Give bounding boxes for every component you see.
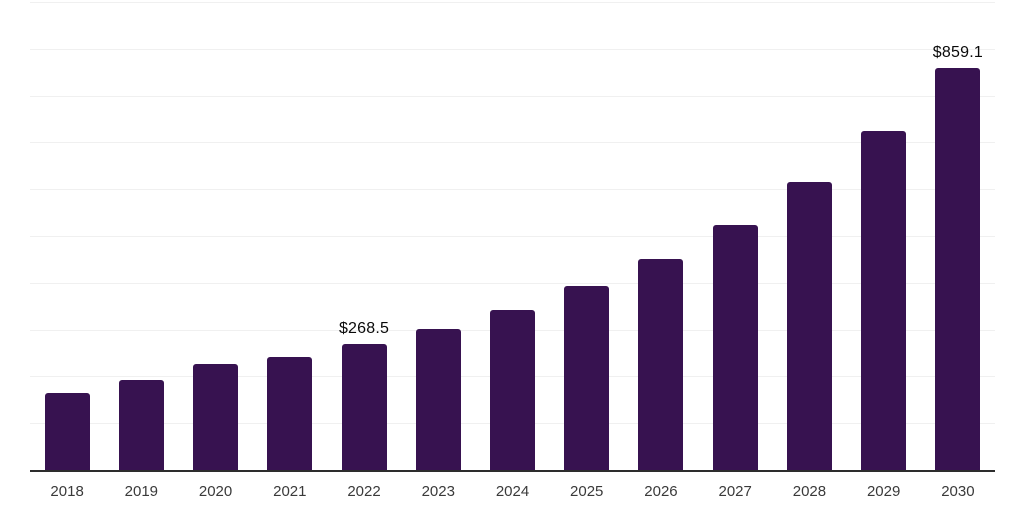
x-tick-label-2024: 2024 [495,483,530,500]
x-tick-label-2029: 2029 [866,483,901,500]
bar-2027 [712,224,758,470]
gridline [30,95,995,97]
value-label-2030: $859.1 [932,43,983,61]
bar-2022 [341,344,387,470]
bar-2021 [267,357,313,470]
gridline [30,142,995,144]
bar-2030 [935,67,981,470]
x-tick-label-2028: 2028 [792,483,827,500]
bar-2023 [415,329,461,470]
x-tick-label-2022: 2022 [347,483,381,500]
x-tick-label-2020: 2020 [198,483,233,500]
bar-2019 [118,380,164,470]
x-tick-label-2021: 2021 [273,483,307,500]
gridline [30,189,995,191]
x-tick-label-2019: 2019 [124,483,159,500]
bar-2020 [193,363,239,470]
gridline [30,2,995,3]
x-tick-label-2018: 2018 [50,483,84,500]
bar-2028 [786,182,832,470]
x-tick-label-2023: 2023 [421,483,455,500]
bar-2025 [564,286,610,470]
x-tick-label-2026: 2026 [644,483,678,500]
gridline [30,48,995,50]
gridline [30,282,995,284]
value-label-2022: $268.5 [338,320,390,338]
x-tick-label-2027: 2027 [718,483,752,500]
x-axis-line [30,470,995,472]
x-tick-label-2025: 2025 [570,483,604,500]
x-tick-label-2030: 2030 [941,483,975,500]
bar-2026 [638,258,684,470]
bar-2029 [861,131,907,470]
plot-area: $268.5 $859.1 [30,2,995,470]
gridline [30,236,995,237]
x-axis: 2018 2019 2020 2021 2022 2023 2024 2025 2026 2027… [30,483,995,503]
bar-2018 [44,393,90,470]
bar-2024 [490,309,535,470]
